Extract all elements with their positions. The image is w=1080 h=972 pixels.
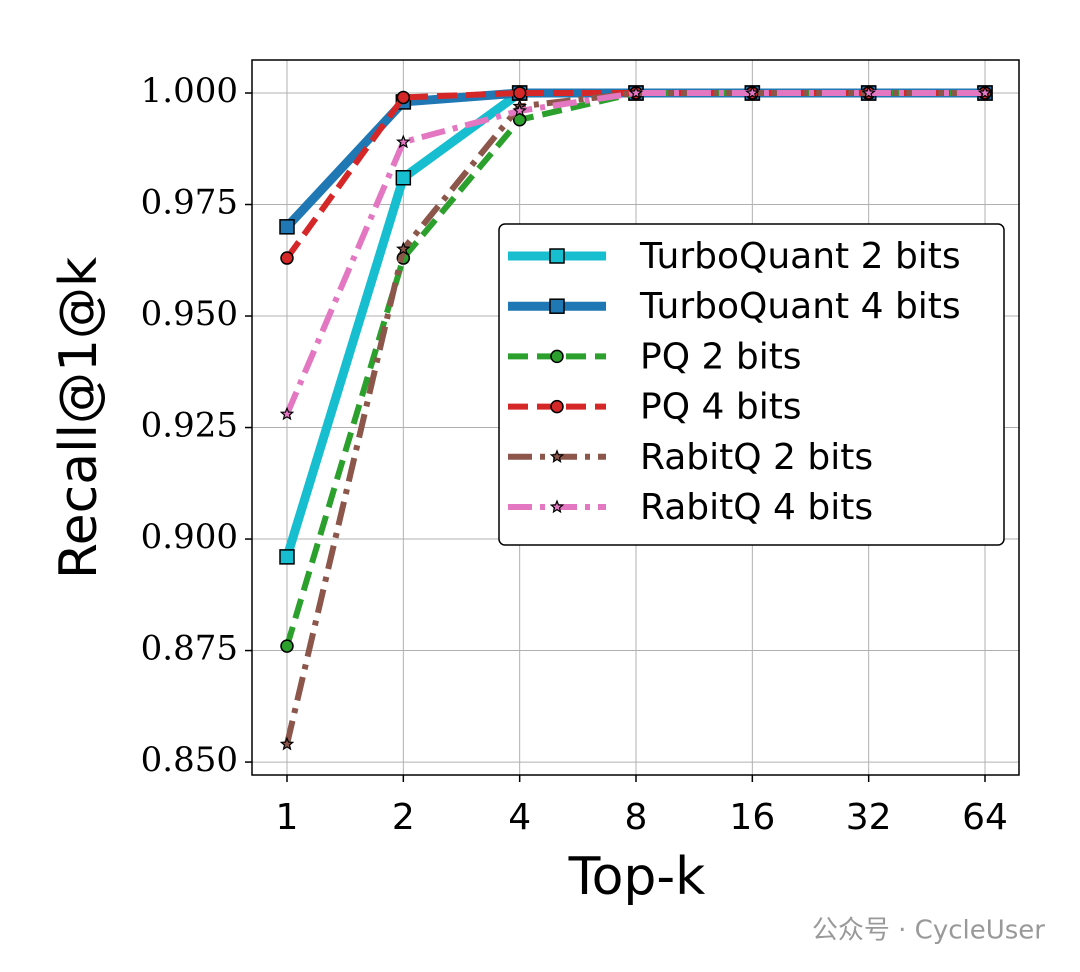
legend-marker [550,399,564,414]
marker [279,549,295,565]
y-tick-label: 0.900 [141,517,238,557]
x-tick-label: 16 [729,797,775,838]
marker [628,85,644,100]
legend-marker [549,499,565,514]
marker [280,251,294,265]
legend-marker [549,449,565,464]
legend-label: RabitQ 2 bits [640,437,873,478]
marker [395,170,412,186]
watermark: 公众号 · CycleUser [812,916,1045,946]
x-tick-label: 2 [392,797,415,838]
legend-label: PQ 2 bits [640,336,802,377]
y-tick-label: 0.975 [141,183,238,223]
x-axis-label: Top-k [568,847,706,907]
plot-frame [251,59,1020,776]
marker [861,85,876,100]
marker [512,103,527,118]
marker [977,85,993,100]
legend-marker [549,248,565,264]
y-tick-label: 0.850 [141,740,238,780]
marker [279,219,295,235]
x-tick-label: 32 [846,797,892,838]
y-axis-label: Recall@1@k [49,257,109,579]
marker [396,90,411,105]
marker [512,86,527,100]
marker [396,134,411,149]
legend-marker [550,349,564,364]
legend-box [498,223,1005,546]
y-tick-label: 0.950 [141,294,238,334]
marker [745,85,760,100]
legend-label: RabitQ 4 bits [640,487,873,528]
y-tick-label: 0.875 [141,629,238,669]
marker [279,736,295,751]
legend-marker [549,298,565,314]
x-tick-label: 8 [625,797,648,838]
x-tick-label: 4 [508,797,531,838]
marker [280,639,294,653]
legend-label: PQ 4 bits [640,387,802,428]
legend-label: TurboQuant 2 bits [639,236,961,277]
x-tick-label: 64 [962,797,1008,838]
marker [279,406,295,421]
legend: TurboQuant 2 bits TurboQuant 4 bits PQ 2 b… [498,223,1005,546]
y-tick-label: 1.000 [141,71,238,111]
legend-label: TurboQuant 4 bits [639,286,961,327]
x-tick-label: 1 [276,797,299,838]
marker [396,241,411,256]
y-tick-label: 0.925 [141,406,238,446]
